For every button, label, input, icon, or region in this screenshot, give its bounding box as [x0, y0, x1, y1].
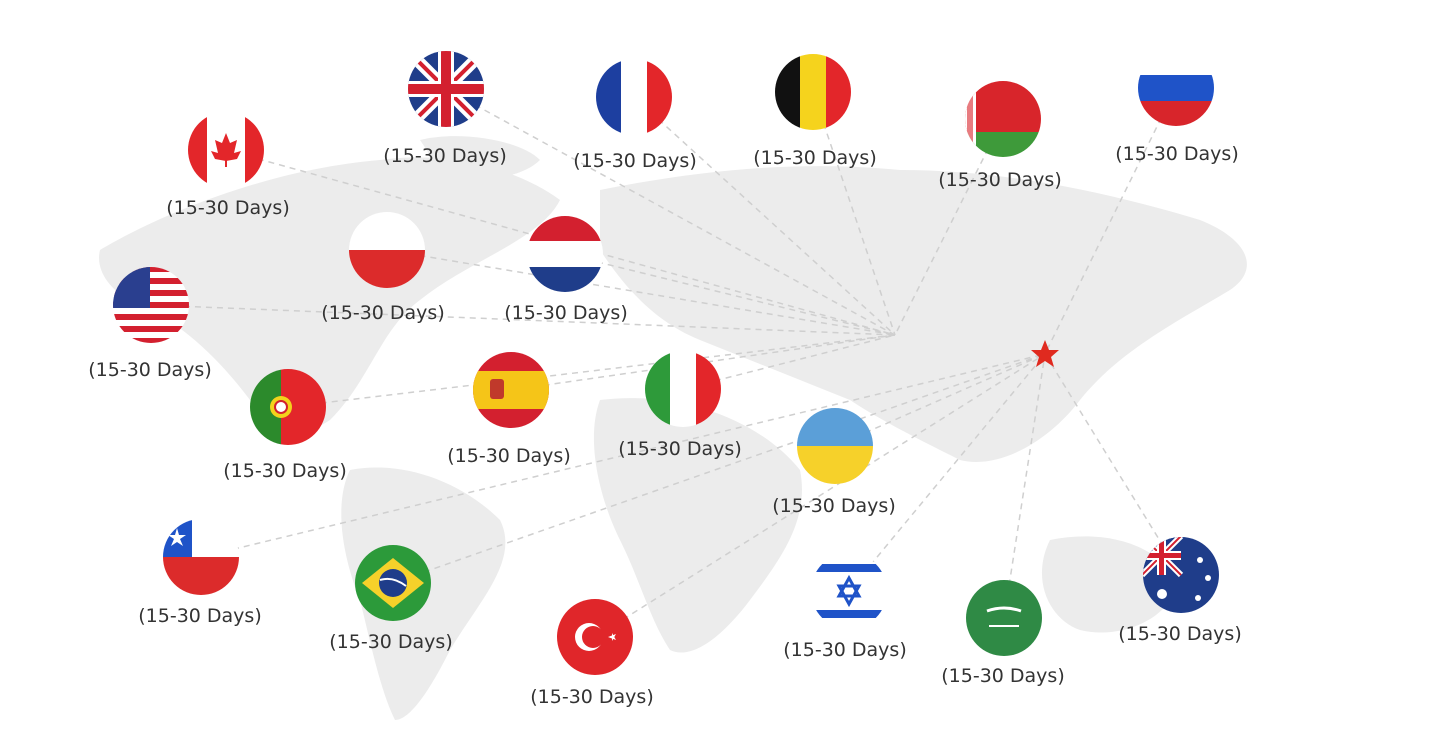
delivery-time-saudi-arabia: (15-30 Days) [941, 665, 1065, 687]
route-line-canada [225, 149, 896, 336]
delivery-time-united-kingdom: (15-30 Days) [383, 145, 507, 167]
flag-turkey-icon [556, 598, 634, 676]
route-line-chile [200, 353, 1046, 558]
flag-france-icon [595, 58, 673, 136]
route-lines [150, 87, 1182, 638]
flag-poland-icon [348, 211, 426, 289]
route-line-united-states [150, 304, 896, 336]
route-line-ukraine [834, 353, 1046, 447]
flag-canada-icon [187, 111, 265, 189]
delivery-time-ukraine: (15-30 Days) [772, 495, 896, 517]
delivery-time-belgium: (15-30 Days) [753, 147, 877, 169]
route-line-portugal [287, 334, 896, 408]
route-line-spain [510, 334, 896, 391]
delivery-time-poland: (15-30 Days) [321, 302, 445, 324]
delivery-time-canada: (15-30 Days) [166, 197, 290, 219]
delivery-time-israel: (15-30 Days) [783, 639, 907, 661]
flag-belgium-icon [774, 53, 852, 131]
flag-ukraine-icon [796, 407, 874, 485]
route-line-united-kingdom [445, 88, 896, 336]
flag-belarus-icon [964, 80, 1042, 158]
route-line-belarus [894, 118, 1004, 336]
flag-netherlands-icon [526, 215, 604, 293]
delivery-time-brazil: (15-30 Days) [329, 631, 453, 653]
delivery-time-france: (15-30 Days) [573, 150, 697, 172]
flag-portugal-icon [249, 368, 327, 446]
delivery-time-turkey: (15-30 Days) [530, 686, 654, 708]
flag-italy-icon [644, 350, 722, 428]
flag-united-states-icon [112, 266, 190, 344]
route-line-netherlands [564, 253, 896, 336]
route-line-russia [1044, 87, 1177, 355]
delivery-time-netherlands: (15-30 Days) [504, 302, 628, 324]
flag-chile-icon [162, 518, 240, 596]
flag-australia-icon [1142, 536, 1220, 614]
delivery-time-united-states: (15-30 Days) [88, 359, 212, 381]
delivery-time-belarus: (15-30 Days) [938, 169, 1062, 191]
delivery-time-australia: (15-30 Days) [1118, 623, 1242, 645]
route-line-israel [848, 353, 1046, 592]
flag-spain-icon [472, 351, 550, 429]
route-line-brazil [392, 353, 1046, 584]
route-line-saudi-arabia [1003, 353, 1046, 619]
flag-russia-icon [1137, 49, 1215, 127]
route-line-poland [386, 249, 896, 336]
delivery-time-italy: (15-30 Days) [618, 438, 742, 460]
route-line-turkey [594, 353, 1046, 638]
delivery-time-chile: (15-30 Days) [138, 605, 262, 627]
route-line-belgium [812, 91, 896, 336]
flag-united-kingdom-icon [407, 50, 485, 128]
delivery-time-spain: (15-30 Days) [447, 445, 571, 467]
flag-brazil-icon [354, 544, 432, 622]
flag-israel-icon [810, 552, 888, 630]
star-icon [1031, 340, 1059, 367]
delivery-time-russia: (15-30 Days) [1115, 143, 1239, 165]
delivery-time-portugal: (15-30 Days) [223, 460, 347, 482]
route-line-france [633, 96, 896, 336]
flag-saudi-arabia-icon [965, 579, 1043, 657]
